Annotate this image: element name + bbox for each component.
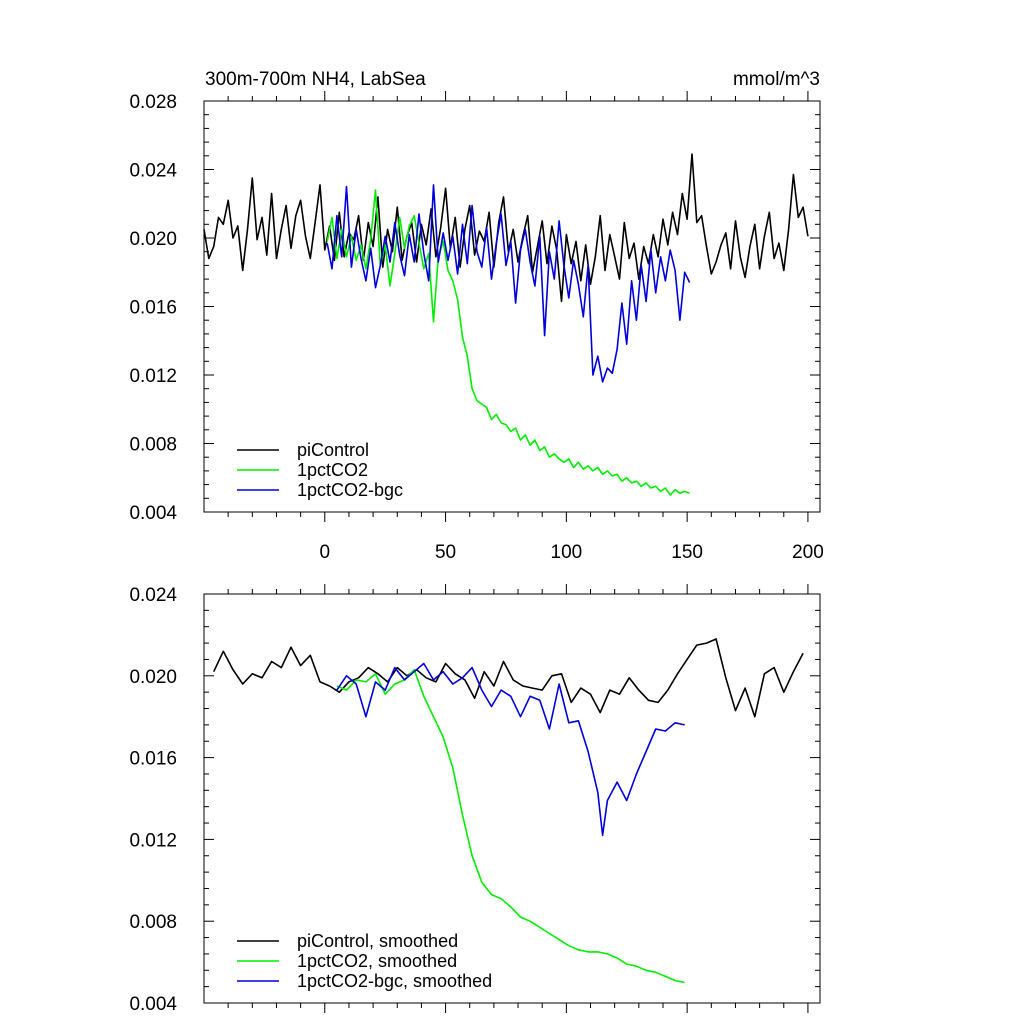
- bottom-y-tick-label: 0.004: [129, 994, 177, 1015]
- top-x-tick-label: 0: [319, 542, 330, 563]
- bottom-y-tick-label: 0.024: [129, 585, 177, 606]
- top-legend-label: piControl: [297, 440, 369, 460]
- bottom-series-line-1pctco2-bgc-smoothed: [336, 662, 685, 837]
- top-legend-label: 1pctCO2-bgc: [297, 480, 403, 500]
- bottom-series-line-picontrol-smoothed: [212, 638, 804, 718]
- bottom-legend-label: piControl, smoothed: [297, 931, 458, 951]
- top-x-tick-label: 150: [671, 542, 703, 563]
- top-chart-title: 300m-700m NH4, LabSea: [205, 69, 426, 90]
- bottom-y-tick-label: 0.008: [129, 912, 177, 933]
- bottom-legend-label: 1pctCO2, smoothed: [297, 951, 457, 971]
- top-y-tick-label: 0.004: [129, 503, 177, 524]
- top-y-tick-label: 0.028: [129, 92, 177, 113]
- bottom-y-tick-label: 0.016: [129, 749, 177, 770]
- top-y-tick-label: 0.016: [129, 298, 177, 319]
- bottom-y-tick-label: 0.020: [129, 667, 177, 688]
- bottom-legend-label: 1pctCO2-bgc, smoothed: [297, 971, 492, 991]
- top-y-tick-label: 0.024: [129, 161, 177, 182]
- top-x-tick-label: 50: [435, 542, 456, 563]
- bottom-series-line-1pctco2-smoothed: [336, 668, 685, 984]
- top-y-tick-label: 0.008: [129, 435, 177, 456]
- top-chart-units: mmol/m^3: [733, 69, 820, 90]
- bottom-plot-frame: [203, 593, 821, 1004]
- top-y-tick-label: 0.012: [129, 366, 177, 387]
- top-x-tick-label: 200: [792, 542, 824, 563]
- top-series-line-picontrol: [203, 153, 809, 303]
- top-series-line-1pctco2-bgc: [326, 184, 691, 383]
- top-x-tick-label: 100: [551, 542, 583, 563]
- bottom-y-tick-label: 0.012: [129, 830, 177, 851]
- top-legend-label: 1pctCO2: [297, 460, 368, 480]
- top-y-tick-label: 0.020: [129, 229, 177, 250]
- top-series-line-1pctco2: [326, 189, 690, 496]
